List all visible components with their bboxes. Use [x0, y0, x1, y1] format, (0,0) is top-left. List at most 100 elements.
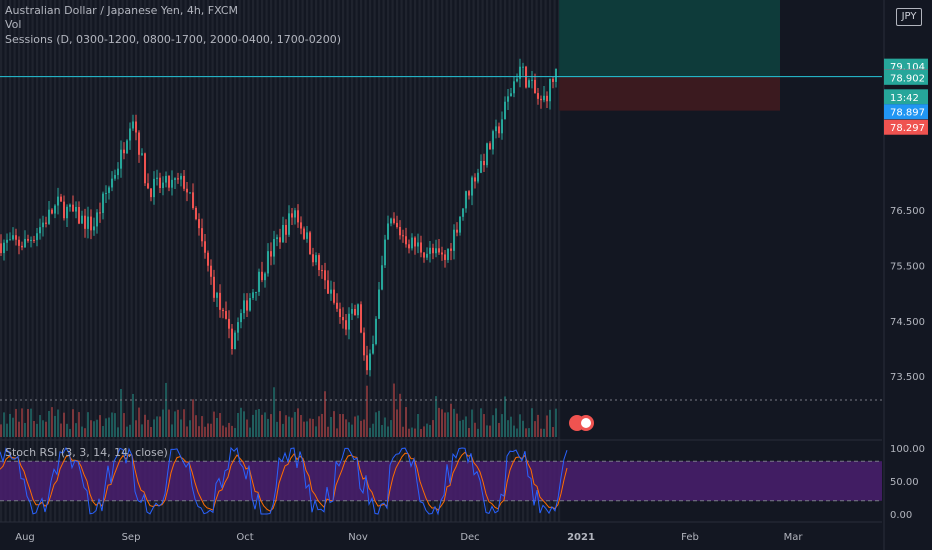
volume-bar: [354, 416, 356, 437]
volume-bar: [456, 413, 458, 437]
volume-bar: [129, 424, 131, 437]
y-tick-label: 73.500: [890, 372, 925, 383]
session-stripe: [108, 0, 111, 522]
vol-legend: Vol: [5, 18, 22, 31]
candle-body: [6, 239, 8, 243]
volume-bar: [330, 416, 332, 437]
session-stripe: [67, 0, 70, 522]
x-tick-label: Sep: [122, 532, 141, 543]
candle-body: [153, 178, 155, 198]
volume-bar: [270, 414, 272, 437]
candle-body: [162, 182, 164, 189]
candle-body: [84, 215, 86, 229]
session-stripe: [85, 0, 88, 522]
session-stripe: [175, 0, 178, 522]
volume-bar: [516, 428, 518, 437]
candle-body: [522, 66, 524, 68]
candle-body: [408, 244, 410, 249]
price-tag-label: 79.104: [890, 62, 925, 73]
volume-bar: [309, 418, 311, 437]
volume-bar: [231, 425, 233, 437]
candle-body: [39, 227, 41, 234]
session-stripe: [292, 0, 295, 522]
candle-body: [57, 196, 59, 206]
candle-body: [321, 270, 323, 272]
session-stripe: [342, 0, 345, 522]
candle-body: [366, 355, 368, 371]
session-stripe: [306, 0, 309, 522]
volume-bar: [141, 424, 143, 437]
session-stripe: [445, 0, 448, 522]
y-tick-label: 74.500: [890, 317, 925, 328]
session-stripe: [247, 0, 250, 522]
session-stripe: [477, 0, 480, 522]
candle-body: [246, 300, 248, 311]
volume-bar: [486, 425, 488, 437]
price-tag-label: 78.297: [890, 123, 925, 134]
volume-bar: [15, 408, 17, 437]
volume-bar: [87, 412, 89, 437]
volume-bar: [372, 423, 374, 437]
session-stripe: [117, 0, 120, 522]
time-axis[interactable]: Aug Sep Oct Nov Dec 2021 Feb Mar: [0, 521, 882, 543]
volume-bar: [75, 423, 77, 437]
candle-body: [540, 98, 542, 101]
volume-bar: [105, 418, 107, 437]
candle-body: [267, 251, 269, 274]
session-stripe: [157, 0, 160, 522]
volume-bar: [138, 407, 140, 437]
volume-bar: [252, 414, 254, 437]
volume-bar: [375, 412, 377, 437]
session-stripe: [202, 0, 205, 522]
session-stripe: [450, 0, 453, 522]
stop-zone[interactable]: [559, 76, 780, 111]
candle-body: [117, 168, 119, 176]
volume-bar: [525, 428, 527, 437]
candle-body: [342, 317, 344, 321]
session-stripe: [558, 0, 561, 522]
session-stripe: [526, 0, 529, 522]
candle-body: [411, 237, 413, 249]
volume-bar: [438, 407, 440, 437]
volume-bar: [180, 419, 182, 437]
volume-bar: [363, 419, 365, 437]
session-stripe: [13, 0, 16, 522]
session-stripe: [337, 0, 340, 522]
session-stripe: [355, 0, 358, 522]
target-zone[interactable]: [559, 0, 780, 77]
candle-body: [459, 216, 461, 233]
volume-bar: [423, 426, 425, 437]
volume-bar: [339, 414, 341, 437]
candle-body: [168, 175, 170, 188]
candle-body: [144, 153, 146, 184]
candle-body: [372, 344, 374, 354]
volume-bar: [192, 399, 194, 437]
volume-bar: [480, 408, 482, 437]
session-stripe: [36, 0, 39, 522]
session-stripe: [76, 0, 79, 522]
candle-body: [51, 209, 53, 214]
y-tick-label: 76.500: [890, 206, 925, 217]
volume-bar: [219, 413, 221, 437]
stoch-band: [0, 461, 882, 501]
session-stripe: [274, 0, 277, 522]
volume-bar: [189, 420, 191, 437]
session-stripe: [396, 0, 399, 522]
volume-bar: [465, 416, 467, 437]
session-stripe: [400, 0, 403, 522]
candle-body: [504, 101, 506, 120]
candle-body: [285, 224, 287, 235]
event-marker-icon[interactable]: [569, 415, 594, 431]
volume-bar: [426, 423, 428, 437]
candle-body: [369, 353, 371, 371]
candle-body: [186, 188, 188, 193]
currency-badge[interactable]: JPY: [896, 8, 922, 26]
session-stripe: [261, 0, 264, 522]
candle-body: [306, 232, 308, 239]
candle-body: [384, 239, 386, 266]
candle-body: [234, 332, 236, 350]
volume-bar: [204, 426, 206, 437]
session-stripe: [54, 0, 57, 522]
session-stripe: [373, 0, 376, 522]
